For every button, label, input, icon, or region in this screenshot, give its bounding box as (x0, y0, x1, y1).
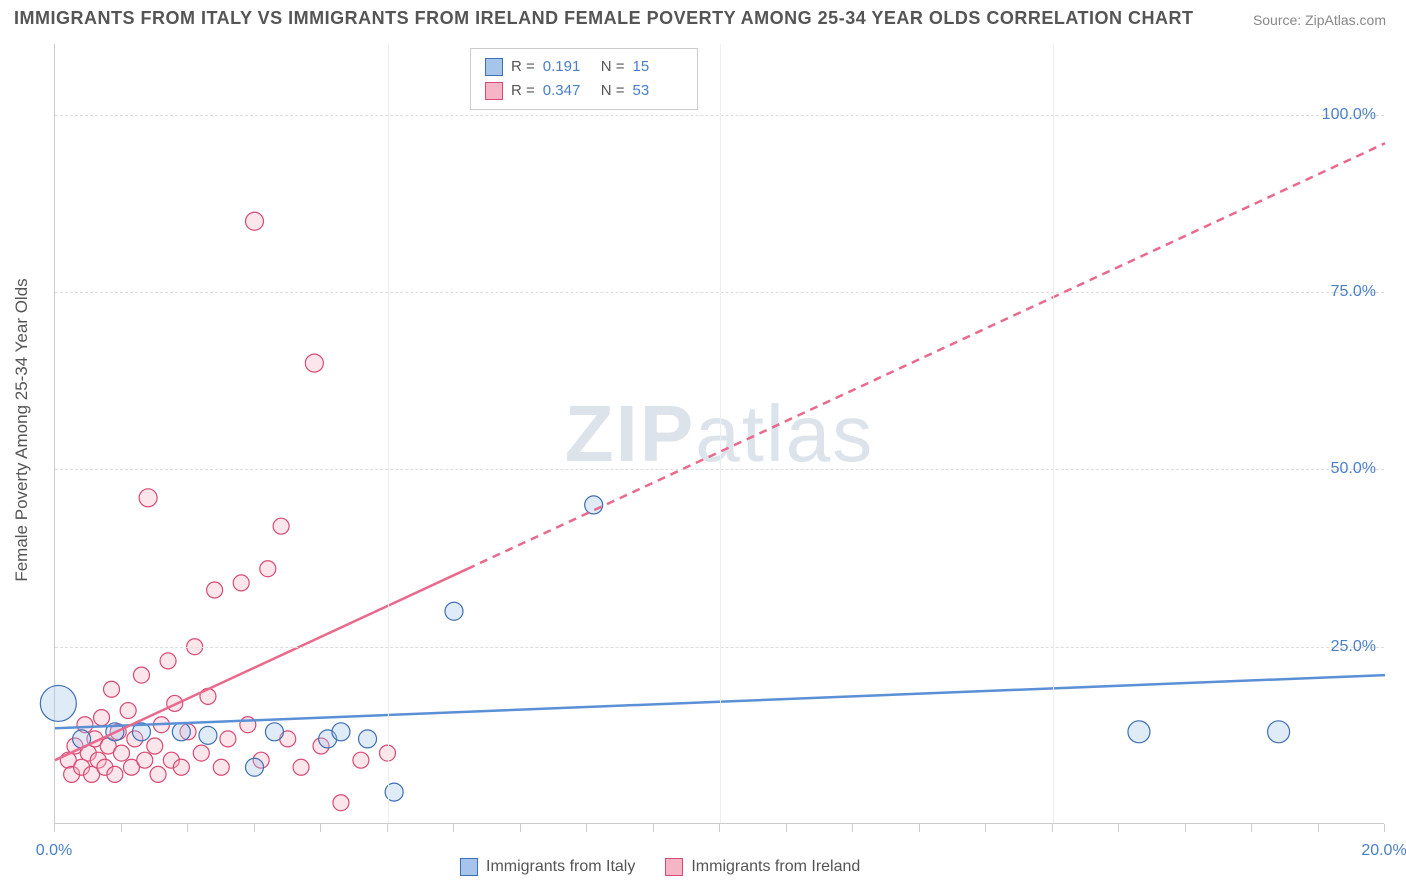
x-tick-mark (121, 824, 122, 832)
data-point (445, 602, 463, 620)
data-point (246, 212, 264, 230)
r-value: 0.347 (543, 79, 593, 103)
y-tick-label: 100.0% (1322, 106, 1376, 124)
series-legend: Immigrants from Italy Immigrants from Ire… (460, 858, 860, 876)
r-label: R = (511, 79, 535, 103)
gridline-v (1053, 44, 1054, 823)
trend-line (55, 569, 467, 760)
data-point (333, 795, 349, 811)
x-tick-mark (453, 824, 454, 832)
r-value: 0.191 (543, 55, 593, 79)
data-point (160, 653, 176, 669)
data-point (150, 766, 166, 782)
data-point (233, 575, 249, 591)
x-tick-mark (719, 824, 720, 832)
x-tick-label: 20.0% (1361, 842, 1406, 860)
data-point (120, 703, 136, 719)
data-point (273, 518, 289, 534)
data-point (199, 726, 217, 744)
source-label: Source: ZipAtlas.com (1253, 12, 1386, 28)
data-point (139, 489, 157, 507)
legend-swatch (485, 82, 503, 100)
x-tick-label: 0.0% (36, 842, 72, 860)
x-tick-mark (919, 824, 920, 832)
stats-legend-row: R = 0.191 N = 15 (485, 55, 683, 79)
gridline-v (388, 44, 389, 823)
n-value: 15 (633, 55, 683, 79)
x-tick-mark (520, 824, 521, 832)
x-tick-mark (1185, 824, 1186, 832)
x-tick-mark (254, 824, 255, 832)
data-point (585, 496, 603, 514)
data-point (1268, 721, 1290, 743)
data-point (193, 745, 209, 761)
r-label: R = (511, 55, 535, 79)
series-legend-item: Immigrants from Italy (460, 858, 635, 876)
data-point (332, 723, 350, 741)
n-label: N = (601, 55, 625, 79)
data-point (40, 685, 76, 721)
y-axis-title: Female Poverty Among 25-34 Year Olds (12, 278, 32, 581)
legend-swatch (460, 858, 478, 876)
data-point (147, 738, 163, 754)
y-tick-label: 50.0% (1331, 460, 1376, 478)
data-point (114, 745, 130, 761)
legend-swatch (485, 58, 503, 76)
chart-title: IMMIGRANTS FROM ITALY VS IMMIGRANTS FROM… (14, 8, 1194, 29)
x-tick-mark (852, 824, 853, 832)
data-point (94, 710, 110, 726)
stats-legend-row: R = 0.347 N = 53 (485, 79, 683, 103)
data-point (359, 730, 377, 748)
x-tick-mark (1052, 824, 1053, 832)
n-value: 53 (633, 79, 683, 103)
data-point (104, 681, 120, 697)
data-point (172, 723, 190, 741)
legend-swatch (665, 858, 683, 876)
gridline-v (720, 44, 721, 823)
x-tick-mark (1384, 824, 1385, 832)
data-point (220, 731, 236, 747)
x-tick-mark (786, 824, 787, 832)
chart-plot-area: ZIPatlas (54, 44, 1384, 824)
data-point (213, 759, 229, 775)
series-label: Immigrants from Italy (486, 858, 635, 876)
data-point (133, 667, 149, 683)
data-point (353, 752, 369, 768)
stats-legend-box: R = 0.191 N = 15 R = 0.347 N = 53 (470, 48, 698, 110)
data-point (207, 582, 223, 598)
x-tick-mark (985, 824, 986, 832)
data-point (246, 758, 264, 776)
data-point (265, 723, 283, 741)
x-tick-mark (1118, 824, 1119, 832)
x-tick-mark (586, 824, 587, 832)
trend-line (467, 143, 1385, 569)
series-label: Immigrants from Ireland (691, 858, 860, 876)
x-tick-mark (653, 824, 654, 832)
data-point (107, 766, 123, 782)
data-point (173, 759, 189, 775)
x-tick-mark (1251, 824, 1252, 832)
x-tick-mark (320, 824, 321, 832)
data-point (1128, 721, 1150, 743)
data-point (260, 561, 276, 577)
x-tick-mark (387, 824, 388, 832)
data-point (293, 759, 309, 775)
x-tick-mark (187, 824, 188, 832)
y-tick-label: 75.0% (1331, 283, 1376, 301)
data-point (305, 354, 323, 372)
data-point (137, 752, 153, 768)
y-tick-label: 25.0% (1331, 638, 1376, 656)
x-tick-mark (54, 824, 55, 832)
series-legend-item: Immigrants from Ireland (665, 858, 860, 876)
n-label: N = (601, 79, 625, 103)
x-tick-mark (1318, 824, 1319, 832)
